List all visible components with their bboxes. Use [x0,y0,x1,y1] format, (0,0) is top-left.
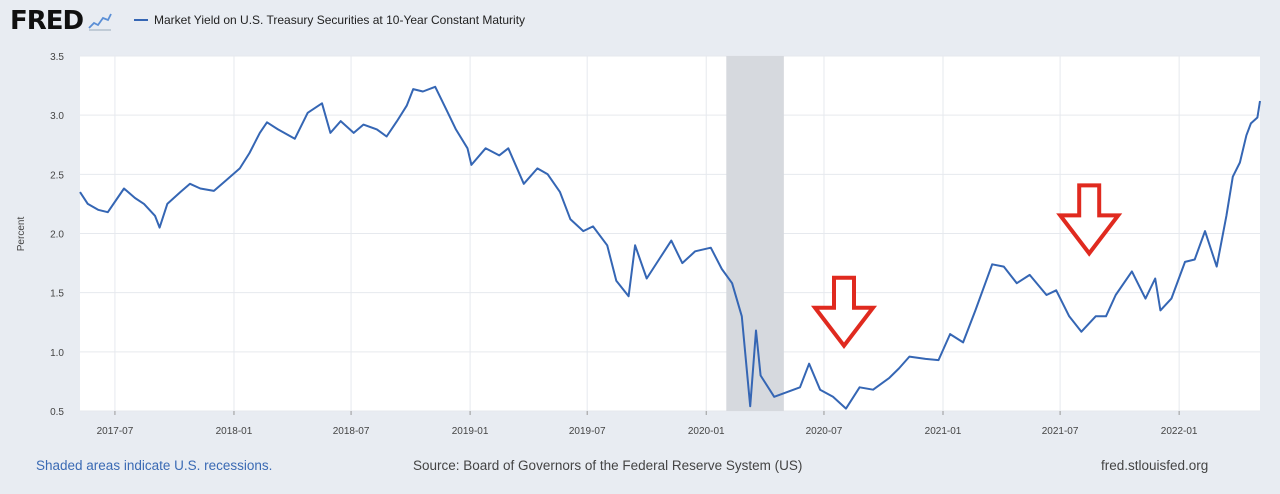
down-arrow-icon [1056,183,1123,257]
x-tick-label: 2019-07 [569,426,606,437]
fred-graph-icon [88,13,112,31]
recession-shading [726,56,784,411]
x-tick-label: 2020-01 [688,426,725,437]
chart-annotations [810,183,1123,349]
recession-note-link[interactable]: Shaded areas indicate U.S. recessions. [36,458,273,473]
down-arrow-icon [810,275,878,349]
y-tick-label: 3.0 [50,111,64,122]
chart-legend: Market Yield on U.S. Treasury Securities… [134,13,525,27]
y-axis-ticks: 0.5 1.0 1.5 2.0 2.5 3.0 3.5 [50,52,64,418]
grid-lines [80,55,1260,412]
source-text: Source: Board of Governors of the Federa… [413,458,803,473]
recession-band [726,56,784,411]
x-axis-ticks: 2017-07 2018-01 2018-07 2019-01 2019-07 2020-… [97,411,1198,437]
fred-logo[interactable]: FRED [10,6,113,36]
y-axis-label: Percent [16,217,27,252]
x-tick-label: 2020-07 [806,426,843,437]
x-tick-label: 2019-01 [452,426,489,437]
y-tick-label: 0.5 [50,407,64,418]
x-tick-label: 2018-07 [333,426,370,437]
x-tick-label: 2021-01 [925,426,962,437]
x-tick-label: 2017-07 [97,426,134,437]
legend-label: Market Yield on U.S. Treasury Securities… [154,13,526,27]
fred-logo-text: FRED [10,6,84,36]
series-line [79,85,1261,410]
x-tick-label: 2021-07 [1042,426,1079,437]
y-tick-label: 3.5 [50,52,64,63]
y-tick-label: 1.5 [50,289,64,300]
x-tick-label: 2022-01 [1161,426,1198,437]
line-chart: 0.5 1.0 1.5 2.0 2.5 3.0 3.5 2017-07 2018-01 2018… [16,52,1261,437]
legend-swatch [134,19,148,21]
y-tick-label: 1.0 [50,348,64,359]
y-tick-label: 2.5 [50,170,64,181]
y-tick-label: 2.0 [50,230,64,241]
x-tick-label: 2018-01 [216,426,253,437]
site-link[interactable]: fred.stlouisfed.org [1101,458,1209,473]
